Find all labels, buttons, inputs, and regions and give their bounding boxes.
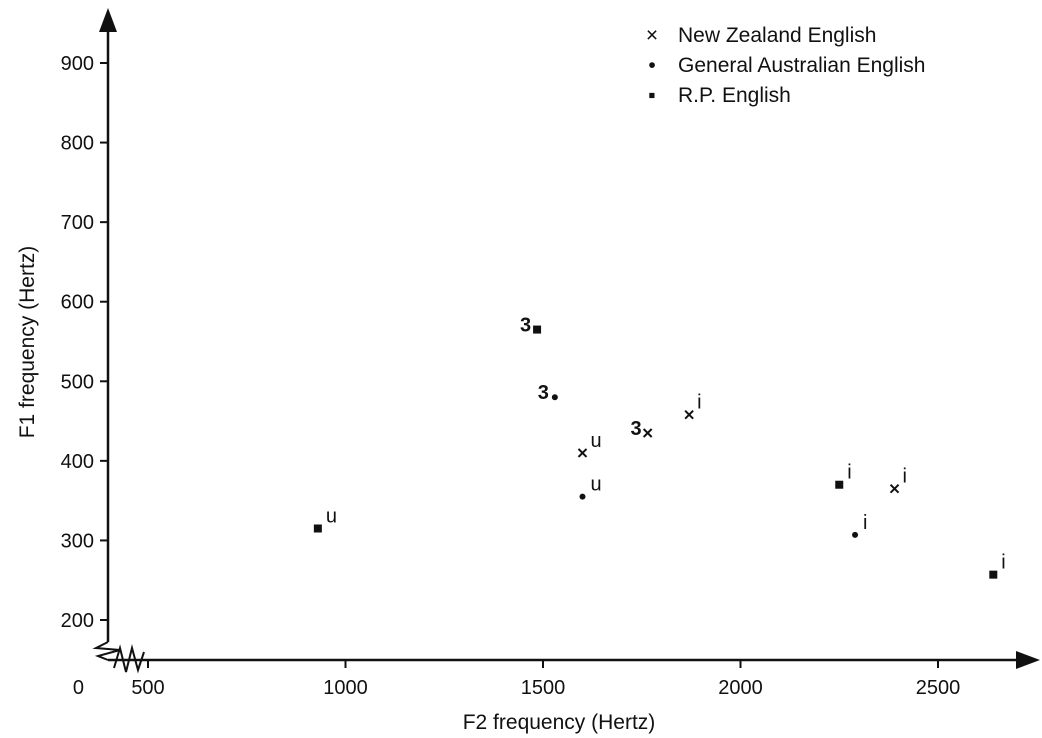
point-marker-square	[989, 570, 998, 579]
x-axis-title: F2 frequency (Hertz)	[463, 711, 656, 734]
point-label: 3	[538, 382, 549, 404]
origin-label: 0	[73, 677, 84, 699]
x-tick-label: 2500	[916, 677, 961, 699]
point-marker-cross	[642, 428, 653, 438]
x-tick-label: 2000	[718, 677, 763, 699]
legend-marker-rp: ▪	[648, 84, 655, 107]
point-marker-cross	[889, 484, 900, 494]
legend-label-general-australian: General Australian English	[678, 54, 925, 77]
x-axis-ticks: 500 1000 1500 2000 2500	[131, 660, 960, 699]
point-marker-square	[835, 480, 844, 489]
y-axis-ticks: 200 300 400 500 600 700 800 900	[61, 53, 108, 632]
data-points: u 3 i i 3 u i 3 i i u	[313, 315, 1006, 579]
point-label: i	[697, 392, 701, 414]
x-tick-label: 1500	[521, 677, 566, 699]
y-tick-label: 600	[61, 292, 94, 314]
point-marker-cross	[684, 409, 694, 420]
legend-label-new-zealand: New Zealand English	[678, 24, 876, 47]
point-marker-square	[313, 524, 322, 533]
legend-marker-new-zealand: ×	[646, 24, 658, 47]
y-tick-label: 800	[61, 133, 94, 155]
point-marker-square	[533, 325, 542, 334]
legend: × New Zealand English • General Australi…	[646, 24, 926, 107]
x-axis-break	[113, 644, 145, 674]
point-marker-dot	[579, 493, 586, 500]
x-tick-label: 500	[131, 677, 164, 699]
point-label: i	[847, 462, 851, 484]
x-tick-label: 1000	[323, 677, 368, 699]
y-tick-label: 900	[61, 53, 94, 75]
point-marker-dot	[852, 531, 859, 538]
point-marker-cross	[577, 448, 588, 458]
point-label: i	[903, 466, 907, 488]
y-tick-label: 300	[61, 530, 94, 552]
point-label: 3	[631, 418, 642, 440]
y-tick-label: 400	[61, 451, 94, 473]
point-label: i	[1001, 552, 1005, 574]
point-marker-dot	[551, 394, 558, 401]
y-tick-label: 700	[61, 212, 94, 234]
point-label: u	[326, 505, 337, 527]
point-label: 3	[520, 315, 531, 337]
point-label: u	[591, 430, 602, 452]
y-tick-label: 500	[61, 371, 94, 393]
y-tick-label: 200	[61, 610, 94, 632]
y-axis-title: F1 frequency (Hertz)	[16, 246, 39, 439]
legend-marker-general-australian: •	[648, 54, 655, 77]
x-axis-arrow	[1016, 651, 1040, 669]
point-label: u	[591, 474, 602, 496]
legend-label-rp: R.P. English	[678, 84, 791, 107]
point-label: i	[863, 512, 867, 534]
y-axis-arrow	[99, 8, 117, 32]
